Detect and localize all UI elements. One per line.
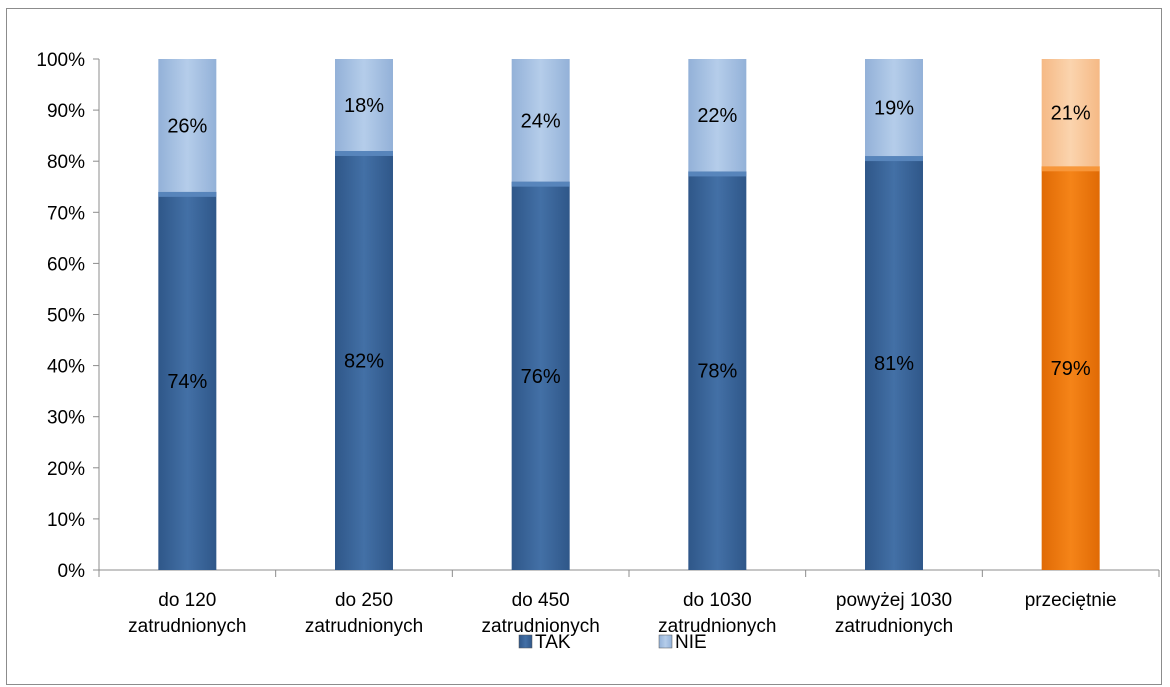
legend-swatch [658, 634, 673, 649]
bar-segment-tak [865, 156, 923, 570]
bar-segment-tak [511, 181, 570, 570]
x-category-label: zatrudnionych [482, 616, 600, 637]
data-label-tak: 74% [167, 371, 207, 393]
x-category-label: zatrudnionych [128, 616, 246, 637]
bar-segment-bevel [688, 171, 747, 177]
bar-segment-nie [158, 59, 217, 192]
chart-frame: 0% 10% 20% 30% 40% 50% 60% 70% 80% 90% 100% do 120 z… [6, 8, 1162, 685]
data-label-tak: 81% [874, 353, 914, 375]
legend-label: TAK [535, 632, 571, 653]
y-tick-label: 80% [47, 152, 85, 173]
x-category-label: zatrudnionych [658, 616, 776, 637]
x-category-label: do 450 [512, 590, 570, 611]
bar-segment-nie [511, 59, 570, 182]
data-label-nie: 18% [344, 95, 384, 117]
y-tick-label: 20% [47, 459, 85, 480]
bar-segment-tak [335, 150, 393, 571]
data-label-tak: 76% [521, 366, 561, 388]
bar-segment-nie [865, 59, 923, 157]
x-category-label: przeciętnie [1025, 590, 1117, 611]
x-category-label: do 1030 [683, 590, 752, 611]
data-label-tak: 82% [344, 350, 384, 372]
data-label-nie: 19% [874, 98, 914, 120]
bar-segment-tak [1041, 166, 1100, 570]
y-tick-label: 70% [47, 203, 85, 224]
bar-segment-bevel [158, 191, 217, 197]
y-tick-label: 90% [47, 101, 85, 122]
legend-swatch [518, 634, 533, 649]
x-category-label: powyżej 1030 [836, 590, 952, 611]
x-category-label: do 250 [335, 590, 393, 611]
x-category-label: zatrudnionych [835, 616, 953, 637]
y-tick-label: 60% [47, 254, 85, 275]
stacked-bar-chart: 0% 10% 20% 30% 40% 50% 60% 70% 80% 90% 100% do 120 z… [36, 50, 1160, 653]
data-label-tak: 79% [1051, 358, 1091, 380]
data-label-nie: 22% [697, 105, 737, 127]
bar-segment-bevel [335, 150, 393, 156]
data-label-nie: 24% [521, 110, 561, 132]
y-tick-label: 30% [47, 408, 85, 429]
y-tick-label: 50% [47, 306, 85, 327]
data-label-tak: 78% [697, 361, 737, 383]
data-label-nie: 21% [1051, 103, 1091, 125]
bar-segment-bevel [1041, 166, 1100, 172]
bar-segment-tak [688, 171, 747, 571]
legend-label: NIE [675, 632, 707, 653]
y-tick-label: 40% [47, 357, 85, 378]
x-category-label: do 120 [158, 590, 216, 611]
bar-segment-nie [335, 59, 393, 151]
bar-segment-tak [158, 191, 217, 571]
bar-segment-nie [688, 59, 747, 172]
x-category-label: zatrudnionych [305, 616, 423, 637]
y-tick-label: 0% [58, 561, 86, 582]
data-label-nie: 26% [167, 115, 207, 137]
bar-segment-bevel [865, 156, 923, 162]
y-tick-label: 100% [36, 50, 85, 71]
y-tick-label: 10% [47, 510, 85, 531]
bar-segment-bevel [511, 181, 570, 187]
bar-segment-nie [1041, 59, 1100, 167]
